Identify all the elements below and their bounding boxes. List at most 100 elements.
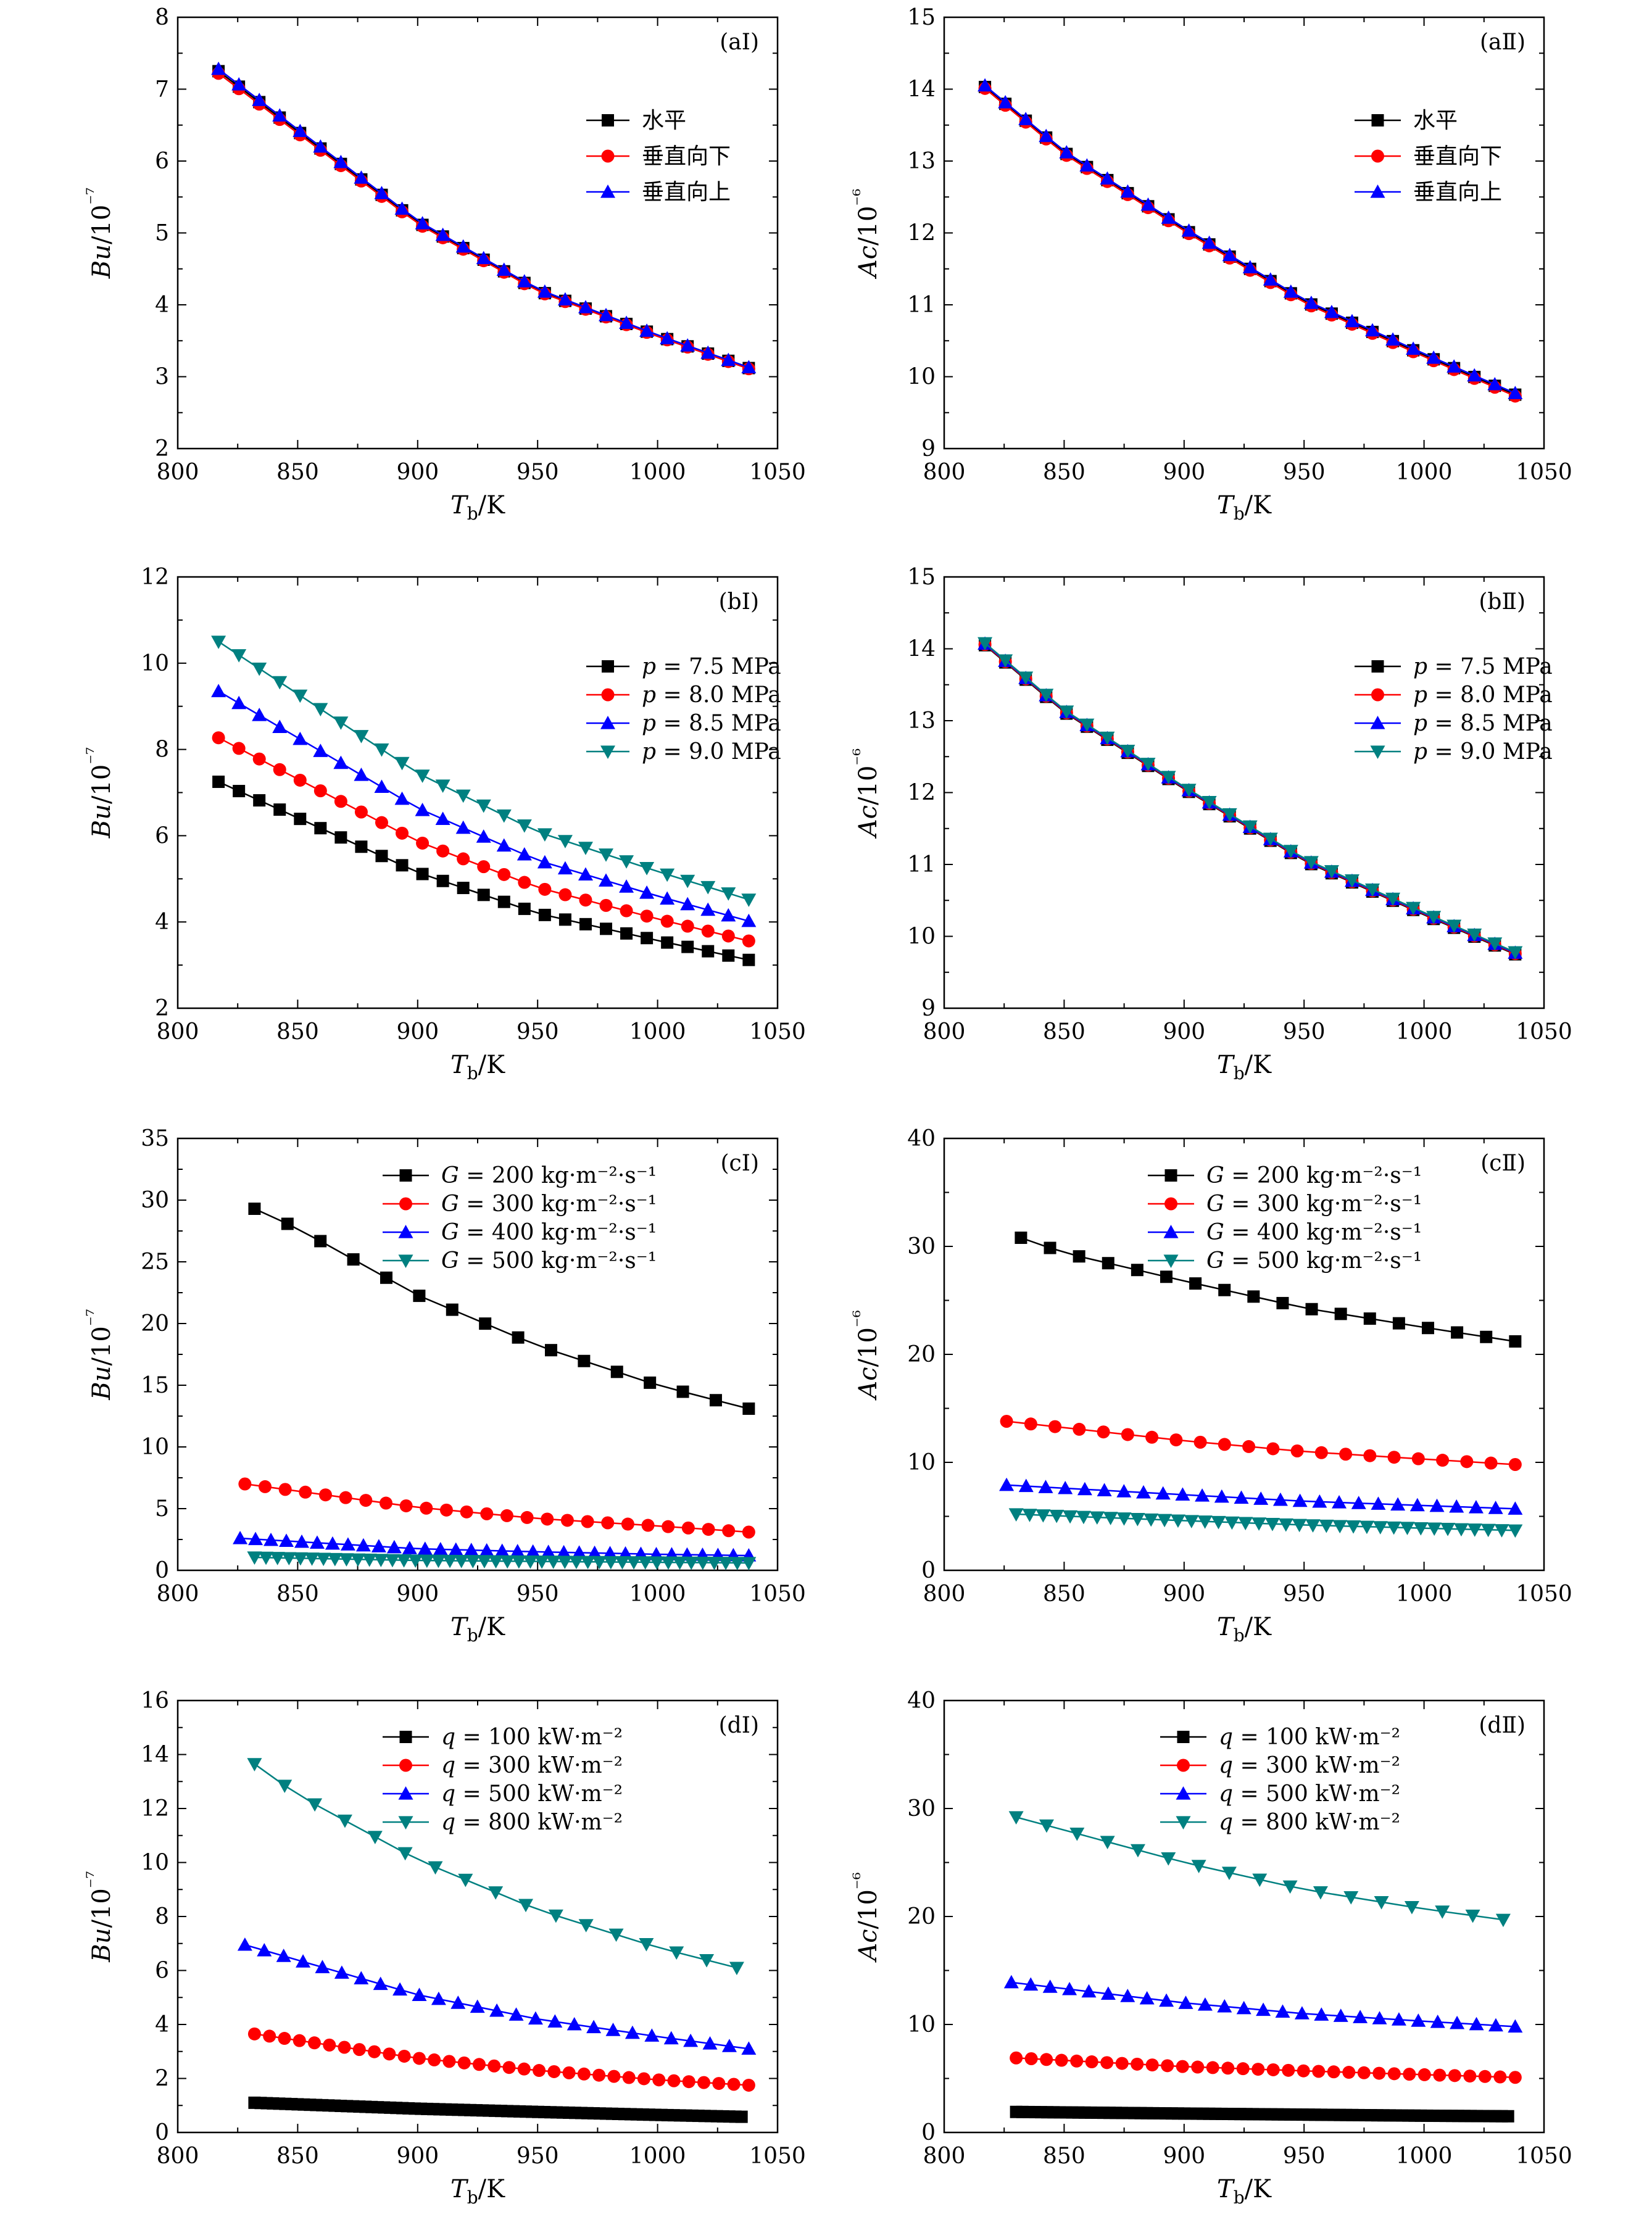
- data-point: [488, 1555, 504, 1569]
- data-point: [1493, 2070, 1507, 2084]
- series-line: [984, 88, 1516, 397]
- panel-label: (bⅠ): [719, 589, 759, 615]
- data-point: [476, 799, 491, 813]
- panel-label: (dⅡ): [1479, 1713, 1525, 1738]
- series-line: [254, 1208, 749, 1410]
- data-point: [1508, 1501, 1523, 1515]
- data-point: [571, 1545, 587, 1559]
- y-tick-label: 0: [155, 1558, 169, 1583]
- legend-marker: [602, 660, 614, 673]
- data-point: [1097, 1483, 1112, 1497]
- data-point: [700, 902, 716, 916]
- data-point: [293, 2034, 306, 2047]
- data-point: [587, 1545, 602, 1559]
- data-point: [557, 835, 573, 848]
- data-point: [741, 893, 757, 907]
- data-point: [272, 676, 288, 690]
- data-point: [1508, 2019, 1523, 2033]
- x-axis-label: Tb/K: [450, 2175, 505, 2208]
- series-1: [1015, 1232, 1522, 1348]
- data-point: [1100, 731, 1115, 745]
- data-point: [541, 1512, 554, 1526]
- x-axis-label-unit: /K: [478, 1613, 505, 1641]
- y-tick-label: 8: [155, 5, 169, 30]
- data-point: [1278, 1518, 1293, 1532]
- legend-value: = 500 kW·m⁻²: [1233, 1781, 1400, 1807]
- data-point: [1218, 1438, 1231, 1451]
- data-point: [517, 274, 532, 288]
- data-point: [537, 855, 552, 869]
- data-point: [1332, 1495, 1347, 1509]
- data-point: [578, 842, 593, 855]
- data-point: [557, 861, 573, 875]
- data-point: [502, 2061, 516, 2074]
- legend-symbol: p: [642, 682, 656, 708]
- x-tick-label: 900: [1163, 1019, 1205, 1045]
- y-tick-label: 8: [155, 737, 169, 763]
- data-point: [397, 2049, 411, 2063]
- data-point: [307, 2036, 321, 2050]
- y-axis-label-symbol: Ac: [854, 805, 882, 839]
- plot-frame: [943, 576, 1545, 1009]
- x-axis-label-symbol: T: [450, 491, 469, 520]
- data-point: [639, 885, 655, 899]
- data-point: [489, 2003, 505, 2017]
- data-point: [615, 1556, 630, 1570]
- data-point: [599, 307, 614, 321]
- data-point: [248, 1531, 264, 1546]
- data-point: [479, 1317, 492, 1330]
- data-point: [1044, 1241, 1056, 1254]
- data-point: [415, 803, 430, 816]
- y-axis-label-exponent: ⁻⁷: [83, 188, 105, 205]
- data-point: [600, 922, 613, 935]
- y-tick-label: 4: [155, 2012, 169, 2037]
- data-point: [1365, 323, 1380, 337]
- legend-entry: p = 9.0 MPa: [642, 739, 781, 764]
- data-point: [277, 1780, 293, 1793]
- data-point: [709, 1394, 722, 1407]
- y-tick-label: 0: [921, 1558, 936, 1583]
- data-point: [1508, 946, 1523, 960]
- data-point: [1312, 1494, 1327, 1508]
- legend-entry: 垂直向下: [1413, 144, 1502, 169]
- legend-entry: q = 500 kW·m⁻²: [1219, 1781, 1400, 1807]
- y-axis-label-symbol: Ac: [854, 246, 882, 280]
- data-point: [380, 1271, 392, 1284]
- y-tick-label: 10: [907, 2012, 936, 2037]
- legend-marker: [600, 184, 615, 198]
- data-point: [619, 879, 634, 893]
- data-point: [742, 2078, 755, 2092]
- data-point: [1238, 1517, 1253, 1531]
- data-point: [721, 887, 736, 901]
- legend-value: = 8.5 MPa: [1427, 711, 1553, 736]
- legend-entry: G = 400 kg·m⁻²·s⁻¹: [441, 1220, 657, 1245]
- data-point: [1181, 223, 1197, 237]
- y-tick-label: 30: [141, 1188, 169, 1213]
- data-point: [592, 2068, 606, 2082]
- data-point: [500, 1509, 513, 1522]
- data-point: [458, 1873, 473, 1887]
- legend-entry: p = 8.5 MPa: [1413, 711, 1553, 736]
- y-tick-label: 5: [155, 1496, 169, 1522]
- panel-label: (cⅡ): [1480, 1151, 1525, 1176]
- data-point: [252, 662, 267, 676]
- data-point: [1372, 2066, 1386, 2080]
- data-point: [333, 154, 349, 168]
- x-tick-label: 950: [517, 1581, 559, 1607]
- data-point: [998, 94, 1013, 109]
- legend-marker: [1370, 716, 1385, 729]
- data-point: [338, 2041, 351, 2054]
- data-point: [1217, 1999, 1232, 2013]
- data-point: [314, 1235, 327, 1248]
- y-tick-label: 25: [141, 1249, 169, 1275]
- data-point: [1131, 1264, 1144, 1277]
- data-point: [1411, 1452, 1425, 1465]
- data-point: [1312, 2065, 1326, 2078]
- y-axis-label: Ac/10⁻⁶: [850, 748, 882, 840]
- data-point: [1297, 2064, 1310, 2078]
- data-point: [1303, 856, 1319, 869]
- chart-panel-2: 800 850 900 950 1000 10509101112131415Tb/KAc/…: [850, 5, 1572, 524]
- data-point: [435, 779, 450, 793]
- data-point: [663, 2031, 679, 2045]
- data-point: [683, 2033, 699, 2047]
